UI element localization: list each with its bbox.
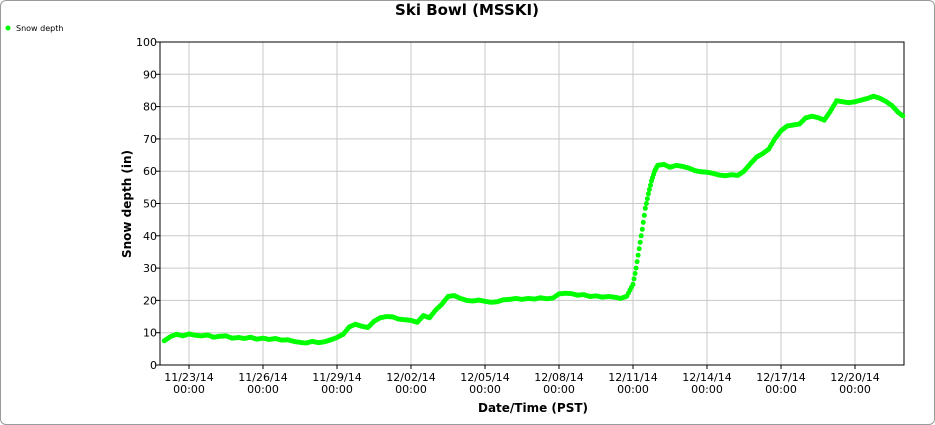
x-tick-date: 11/23/14 [164, 371, 213, 384]
x-tick-time: 00:00 [765, 383, 797, 396]
data-point [634, 259, 640, 265]
x-tick-date: 12/02/14 [386, 371, 435, 384]
data-point [900, 113, 906, 119]
x-tick-date: 12/20/14 [830, 371, 879, 384]
y-tick-label: 70 [143, 133, 157, 146]
y-tick-label: 30 [143, 262, 157, 275]
y-axis: 0 10 20 30 40 50 60 70 80 90 100 [136, 36, 160, 372]
data-point [644, 196, 650, 202]
data-point [632, 271, 638, 276]
y-tick-label: 90 [143, 68, 157, 81]
x-tick-time: 00:00 [321, 383, 353, 396]
x-tick-time: 00:00 [543, 383, 575, 396]
y-tick-label: 0 [150, 359, 157, 372]
x-tick-time: 00:00 [839, 383, 871, 396]
x-tick-date: 12/17/14 [756, 371, 805, 384]
x-tick-time: 00:00 [173, 383, 205, 396]
legend-marker [5, 25, 11, 31]
data-point [643, 201, 649, 206]
y-tick-label: 80 [143, 101, 157, 114]
data-point [642, 205, 648, 211]
legend-label: Snow depth [16, 24, 63, 33]
data-point [646, 187, 652, 192]
y-tick-label: 100 [136, 36, 157, 49]
x-tick-date: 11/26/14 [238, 371, 287, 384]
y-tick-label: 60 [143, 165, 157, 178]
x-axis: 11/23/1400:0011/26/1400:0011/29/1400:001… [164, 365, 880, 396]
data-point [637, 239, 643, 245]
data-point [635, 252, 641, 258]
y-tick-label: 50 [143, 198, 157, 211]
y-tick-label: 20 [143, 294, 157, 307]
data-point [648, 182, 653, 188]
data-points [161, 93, 906, 346]
data-point [631, 276, 637, 282]
x-tick-date: 12/14/14 [682, 371, 731, 384]
x-tick-date: 12/05/14 [460, 371, 509, 384]
data-point [638, 233, 644, 239]
x-tick-date: 11/29/14 [312, 371, 361, 384]
x-tick-time: 00:00 [469, 383, 501, 396]
x-tick-time: 00:00 [395, 383, 427, 396]
data-point [640, 219, 646, 225]
x-tick-time: 00:00 [617, 383, 649, 396]
grid [160, 41, 904, 366]
x-tick-date: 12/11/14 [608, 371, 657, 384]
chart-title: Ski Bowl (MSSKI) [395, 1, 539, 19]
data-point [639, 226, 645, 232]
y-tick-label: 10 [143, 327, 157, 340]
data-point [645, 191, 651, 197]
y-axis-title: Snow depth (in) [120, 150, 134, 258]
x-tick-time: 00:00 [691, 383, 723, 396]
legend: Snow depth [5, 24, 63, 33]
x-tick-time: 00:00 [247, 383, 279, 396]
data-point [633, 265, 639, 271]
data-point [641, 212, 647, 218]
data-point [636, 246, 642, 252]
data-point [630, 281, 636, 287]
x-axis-title: Date/Time (PST) [478, 401, 588, 415]
y-tick-label: 40 [143, 230, 157, 243]
x-tick-date: 12/08/14 [534, 371, 583, 384]
